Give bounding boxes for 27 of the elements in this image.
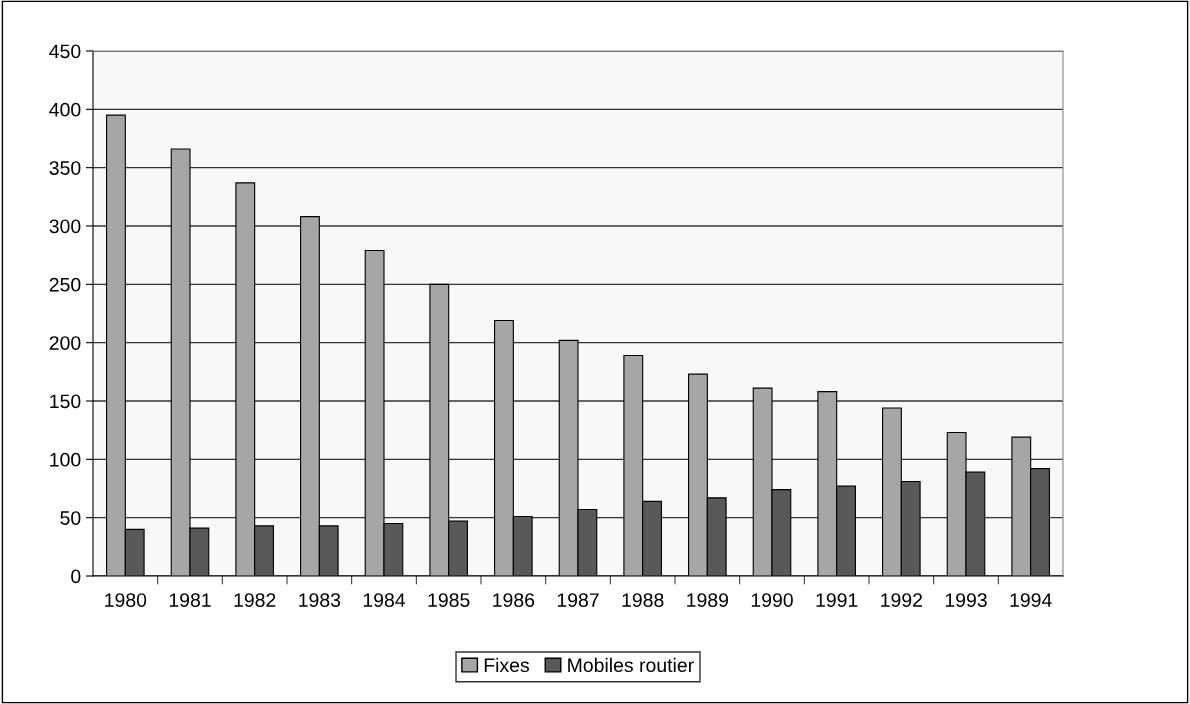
x-tick-label: 1984 bbox=[363, 593, 406, 607]
y-tick-label: 300 bbox=[49, 219, 81, 234]
legend-label: Mobiles routier bbox=[568, 657, 694, 673]
y-tick-label: 200 bbox=[49, 336, 81, 350]
y-tick-label: 50 bbox=[60, 511, 81, 525]
x-tick-label: 1992 bbox=[881, 593, 922, 607]
x-tick-label: 1983 bbox=[299, 593, 341, 607]
y-tick-label: 150 bbox=[50, 394, 81, 409]
x-tick-label: 1991 bbox=[816, 593, 858, 607]
y-tick-label: 450 bbox=[49, 44, 81, 59]
x-tick-label: 1985 bbox=[428, 593, 470, 607]
x-tick-label: 1981 bbox=[169, 593, 211, 607]
x-tick-label: 1986 bbox=[493, 593, 535, 607]
x-tick-label: 1994 bbox=[1010, 593, 1052, 607]
x-tick-label: 1989 bbox=[687, 593, 729, 607]
x-tick-label: 1990 bbox=[751, 593, 793, 607]
x-tick-label: 1988 bbox=[622, 593, 664, 607]
y-tick-label: 250 bbox=[49, 277, 81, 292]
y-tick-label: 350 bbox=[49, 161, 81, 175]
y-tick-label: 100 bbox=[50, 452, 81, 467]
x-tick-label: 1982 bbox=[234, 593, 276, 607]
legend-label: Fixes bbox=[484, 657, 529, 673]
x-tick-label: 1980 bbox=[105, 593, 147, 607]
y-tick-label: 0 bbox=[71, 569, 81, 584]
x-tick-label: 1993 bbox=[945, 593, 987, 607]
x-tick-label: 1987 bbox=[557, 593, 599, 607]
y-tick-label: 400 bbox=[49, 102, 81, 117]
